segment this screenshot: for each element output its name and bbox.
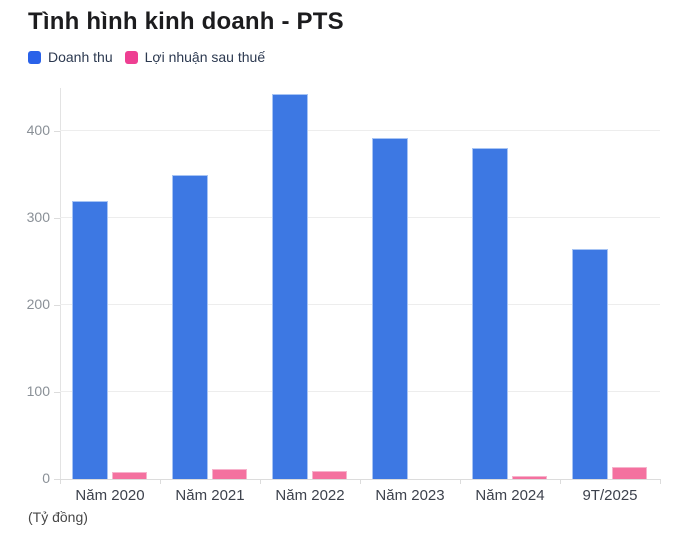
x-axis-tick	[160, 479, 161, 484]
x-axis-label: Năm 2023	[375, 487, 445, 504]
chart-title: Tình hình kinh doanh - PTS	[28, 8, 344, 35]
x-axis-label: Năm 2022	[275, 487, 345, 504]
unit-note: (Tỷ đồng)	[28, 509, 88, 525]
legend-marker-loi-nhuan-icon	[124, 50, 138, 64]
y-axis-label: 0	[42, 470, 50, 486]
revenue-bar[interactable]	[272, 94, 308, 479]
x-axis-label: Năm 2024	[475, 487, 545, 504]
x-axis-label: Năm 2020	[75, 487, 145, 504]
revenue-bar[interactable]	[472, 147, 508, 479]
legend-item-loi-nhuan[interactable]: Lợi nhuận sau thuế	[124, 49, 266, 65]
x-axis-tick	[660, 479, 661, 484]
plot-area	[60, 88, 660, 479]
y-axis-label: 300	[26, 209, 50, 226]
legend-item-doanh-thu[interactable]: Doanh thu	[28, 49, 113, 65]
profit-bar[interactable]	[612, 466, 647, 479]
y-axis-tick	[54, 218, 60, 220]
gridline	[60, 304, 660, 306]
y-axis-tick	[54, 392, 60, 394]
chart: 0 100 200 300 400 Năm 2020 Năm 2021 Năm 2022 Năm…	[0, 88, 686, 540]
y-axis-label: 100	[26, 383, 50, 400]
y-axis-tick	[54, 305, 60, 307]
gridline	[60, 130, 660, 132]
y-axis-label: 400	[26, 122, 50, 139]
revenue-bar[interactable]	[172, 174, 208, 479]
x-axis-tick	[560, 479, 561, 484]
profit-bar[interactable]	[512, 475, 547, 479]
x-axis-line	[54, 479, 660, 480]
y-axis-label: 200	[26, 296, 50, 313]
legend-label-loi-nhuan: Lợi nhuận sau thuế	[144, 49, 266, 65]
y-axis-tick	[54, 479, 60, 480]
x-axis-label: Năm 2021	[175, 487, 245, 504]
revenue-bar[interactable]	[572, 248, 608, 479]
y-axis-line	[60, 88, 61, 479]
x-axis-tick	[360, 479, 361, 484]
gridline	[60, 217, 660, 219]
profit-bar[interactable]	[112, 472, 147, 479]
y-axis-tick	[54, 131, 60, 133]
gridline	[60, 391, 660, 393]
x-axis-tick	[60, 479, 61, 484]
x-axis-tick	[460, 479, 461, 484]
profit-bar[interactable]	[312, 471, 347, 479]
x-axis-tick	[260, 479, 261, 484]
legend-label-doanh-thu: Doanh thu	[48, 49, 113, 65]
chart-legend: Doanh thu Lợi nhuận sau thuế	[28, 49, 265, 65]
revenue-bar[interactable]	[72, 200, 108, 479]
profit-bar[interactable]	[212, 469, 247, 479]
revenue-bar[interactable]	[372, 138, 408, 479]
legend-marker-doanh-thu-icon	[28, 50, 41, 64]
x-axis-label: 9T/2025	[582, 487, 638, 504]
